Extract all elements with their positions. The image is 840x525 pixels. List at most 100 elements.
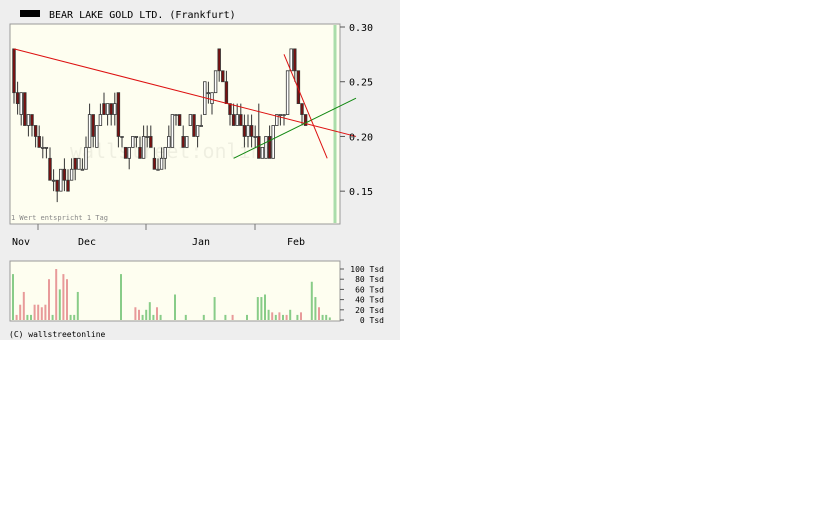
volume-bar [289, 309, 292, 320]
volume-bar [120, 274, 122, 320]
volume-tick-label: 80 Tsd [355, 275, 384, 284]
candle-body [91, 114, 95, 137]
volume-bars [12, 269, 331, 320]
volume-bar [174, 294, 176, 320]
x-tick-label: Nov [12, 237, 30, 248]
candle-body [131, 136, 135, 148]
volume-bar [285, 314, 288, 320]
candle-body [141, 136, 146, 159]
volume-bar [58, 289, 61, 320]
candle-body [102, 103, 106, 115]
candle-body [37, 136, 41, 148]
candle-body [138, 146, 142, 159]
candle-body [62, 168, 67, 181]
volume-bar [15, 314, 18, 320]
candle-body [271, 125, 275, 159]
volume-bar [202, 314, 205, 320]
y-tick-label: 0.30 [349, 23, 373, 34]
candle-body [206, 92, 211, 95]
volume-bar [224, 314, 227, 320]
candle-body [33, 125, 38, 137]
volume-bar [264, 294, 266, 320]
trendline-red [13, 48, 357, 137]
candle-body [278, 114, 283, 116]
candle-body [59, 168, 63, 192]
volume-bar [62, 274, 65, 320]
candle-body [19, 92, 23, 115]
candle-body [26, 114, 31, 126]
candle-body [300, 103, 304, 115]
volume-bar [231, 314, 234, 320]
volume-bar [300, 312, 302, 320]
candle-body [221, 70, 225, 83]
volume-bar [296, 314, 299, 320]
trendline-green [233, 97, 357, 159]
candle-body [170, 114, 175, 148]
volume-bar [152, 314, 155, 320]
candle-body [296, 70, 301, 105]
chart-note: 1 Wert entspricht 1 Tag [11, 214, 108, 222]
candle-body [260, 146, 265, 159]
volume-bar [314, 297, 317, 320]
candle-body [69, 168, 74, 181]
volume-bar [310, 281, 313, 320]
candle-body [239, 114, 243, 126]
x-axis: Nov Dec Jan Feb [12, 224, 305, 248]
volume-bar [184, 314, 187, 320]
candle-body [159, 157, 164, 170]
candle-body [15, 92, 20, 105]
volume-bar [48, 279, 50, 320]
volume-bar [73, 314, 76, 320]
candle-body [264, 136, 268, 159]
candle-body [116, 92, 121, 137]
y-tick-label: 0.15 [349, 187, 373, 198]
candle-body [145, 136, 149, 138]
volume-bar [246, 314, 248, 320]
volume-bar [145, 309, 148, 320]
candle-body [217, 48, 221, 72]
candle-body [134, 136, 139, 138]
candle-body [77, 157, 81, 170]
volume-bar [278, 312, 281, 320]
candle-body [249, 125, 254, 137]
candle-body [181, 136, 185, 148]
candle-body [285, 70, 290, 115]
volume-bar [30, 314, 32, 320]
volume-bar [33, 304, 36, 320]
volume-bar [271, 312, 274, 320]
candle-body [177, 114, 182, 126]
chart-title: BEAR LAKE GOLD LTD. (Frankfurt) [49, 10, 236, 21]
candle-body [55, 179, 59, 192]
candle-body [231, 114, 236, 126]
candle-body [98, 114, 103, 126]
candle-body [12, 48, 16, 94]
volume-bar [76, 291, 79, 320]
candle-body [257, 136, 261, 159]
trendlines [13, 48, 357, 159]
candle-body [113, 103, 117, 115]
candle-body [109, 103, 113, 115]
volume-bar [66, 279, 68, 320]
candle-body [275, 114, 279, 126]
trendline-red [283, 54, 328, 159]
volume-bar [19, 304, 22, 320]
candle-body [289, 48, 293, 72]
candle-body [66, 179, 70, 192]
candle-body [84, 146, 88, 170]
volume-bar [51, 314, 54, 320]
candle-body [48, 157, 52, 181]
volume-bar [69, 314, 72, 320]
volume-bar [325, 314, 328, 320]
volume-bar [159, 314, 162, 320]
volume-bar [44, 304, 47, 320]
candle-body [156, 168, 160, 171]
volume-tick-label: 40 Tsd [355, 296, 384, 305]
candle-body [149, 136, 153, 148]
volume-tick-label: 20 Tsd [355, 306, 384, 315]
candle-body [152, 157, 157, 170]
candle-body [195, 125, 200, 137]
volume-bar [282, 314, 284, 320]
candle-body [253, 136, 257, 138]
candle-body [185, 136, 189, 148]
volume-bar [274, 314, 277, 320]
